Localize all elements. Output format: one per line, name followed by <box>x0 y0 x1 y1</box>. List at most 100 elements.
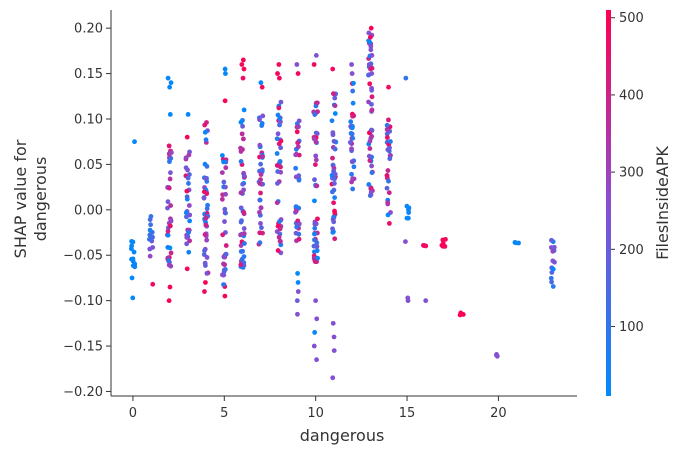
scatter-point <box>367 81 373 87</box>
scatter-point <box>296 124 301 130</box>
scatter-point <box>314 357 319 363</box>
scatter-point <box>186 152 192 158</box>
scatter-point <box>296 152 302 158</box>
scatter-point <box>348 130 354 136</box>
scatter-point <box>350 113 356 119</box>
scatter-point <box>240 57 246 63</box>
scatter-point <box>295 280 301 285</box>
y-axis-label: SHAP value for dangerous <box>11 139 50 258</box>
scatter-point <box>204 255 210 260</box>
scatter-point <box>386 84 391 90</box>
scatter-point <box>403 239 408 245</box>
scatter-point <box>384 173 390 178</box>
scatter-point <box>204 206 210 212</box>
x-tick-label: 5 <box>220 406 228 421</box>
scatter-point <box>186 203 192 208</box>
scatter-point <box>348 119 354 125</box>
scatter-point <box>258 190 263 196</box>
scatter-point <box>130 295 136 301</box>
scatter-point <box>223 243 229 248</box>
scatter-point <box>369 107 375 113</box>
scatter-point <box>202 122 208 128</box>
scatter-point <box>369 71 375 76</box>
scatter-point <box>331 219 337 225</box>
scatter-point <box>184 194 190 200</box>
x-tick-label: 10 <box>307 406 324 421</box>
scatter-point <box>167 245 173 251</box>
scatter-point <box>184 188 190 194</box>
scatter-point <box>350 135 356 141</box>
scatter-point <box>384 185 390 191</box>
scatter-point <box>221 267 227 273</box>
scatter-point <box>460 312 466 317</box>
scatter-point <box>187 238 193 244</box>
scatter-point <box>202 248 207 254</box>
scatter-point <box>223 165 229 171</box>
scatter-point <box>312 112 318 117</box>
scatter-point <box>549 279 554 285</box>
scatter-point <box>238 219 244 225</box>
scatter-point <box>129 275 135 281</box>
scatter-point <box>185 112 191 117</box>
scatter-point <box>129 243 135 249</box>
scatter-point <box>276 75 282 81</box>
scatter-point <box>404 203 410 209</box>
colorbar-ticks: 100 200 300 400 500 <box>611 11 644 335</box>
scatter-point <box>351 164 357 170</box>
scatter-point <box>278 138 284 144</box>
x-axis-ticks: 0 5 10 15 20 <box>129 396 507 421</box>
scatter-point <box>314 243 319 249</box>
scatter-point <box>132 139 137 145</box>
scatter-point <box>312 237 317 243</box>
scatter-point <box>275 248 281 253</box>
scatter-point <box>369 163 375 169</box>
scatter-point <box>332 181 337 186</box>
scatter-point <box>222 98 228 104</box>
scatter-point <box>169 150 174 155</box>
scatter-point <box>168 170 173 176</box>
y-tick-label: 0.10 <box>74 112 103 127</box>
scatter-point <box>385 168 391 173</box>
scatter-point <box>240 181 246 187</box>
scatter-point <box>184 241 190 247</box>
scatter-point <box>239 131 245 137</box>
scatter-point <box>367 34 373 40</box>
scatter-point <box>204 237 210 243</box>
scatter-point <box>258 172 264 177</box>
scatter-point <box>295 144 301 150</box>
x-tick-label: 15 <box>399 406 416 421</box>
scatter-point <box>241 66 247 72</box>
scatter-point <box>315 255 321 261</box>
scatter-point <box>350 176 356 182</box>
scatter-point <box>369 170 375 176</box>
scatter-point <box>313 157 319 163</box>
scatter-point <box>148 213 154 219</box>
scatter-point <box>367 193 373 198</box>
scatter-point <box>349 71 355 76</box>
scatter-point <box>202 232 208 237</box>
scatter-point <box>331 348 337 353</box>
scatter-point <box>278 242 284 248</box>
scatter-point <box>238 262 244 268</box>
x-axis-label: dangerous <box>300 426 385 445</box>
scatter-point <box>349 146 354 152</box>
scatter-point <box>277 219 282 224</box>
scatter-point <box>204 270 210 276</box>
scatter-point <box>147 253 153 259</box>
scatter-point <box>331 168 337 174</box>
scatter-point <box>184 266 190 272</box>
scatter-point <box>259 225 264 231</box>
scatter-point <box>385 212 391 218</box>
scatter-point <box>296 118 302 124</box>
scatter-point <box>183 165 189 171</box>
scatter-point <box>366 153 372 159</box>
scatter-point <box>405 295 411 301</box>
scatter-point <box>276 234 282 240</box>
scatter-point <box>312 177 317 183</box>
scatter-point <box>313 153 319 159</box>
scatter-point <box>275 181 280 186</box>
scatter-point <box>167 84 173 90</box>
scatter-point <box>293 152 299 158</box>
scatter-point <box>221 282 226 288</box>
